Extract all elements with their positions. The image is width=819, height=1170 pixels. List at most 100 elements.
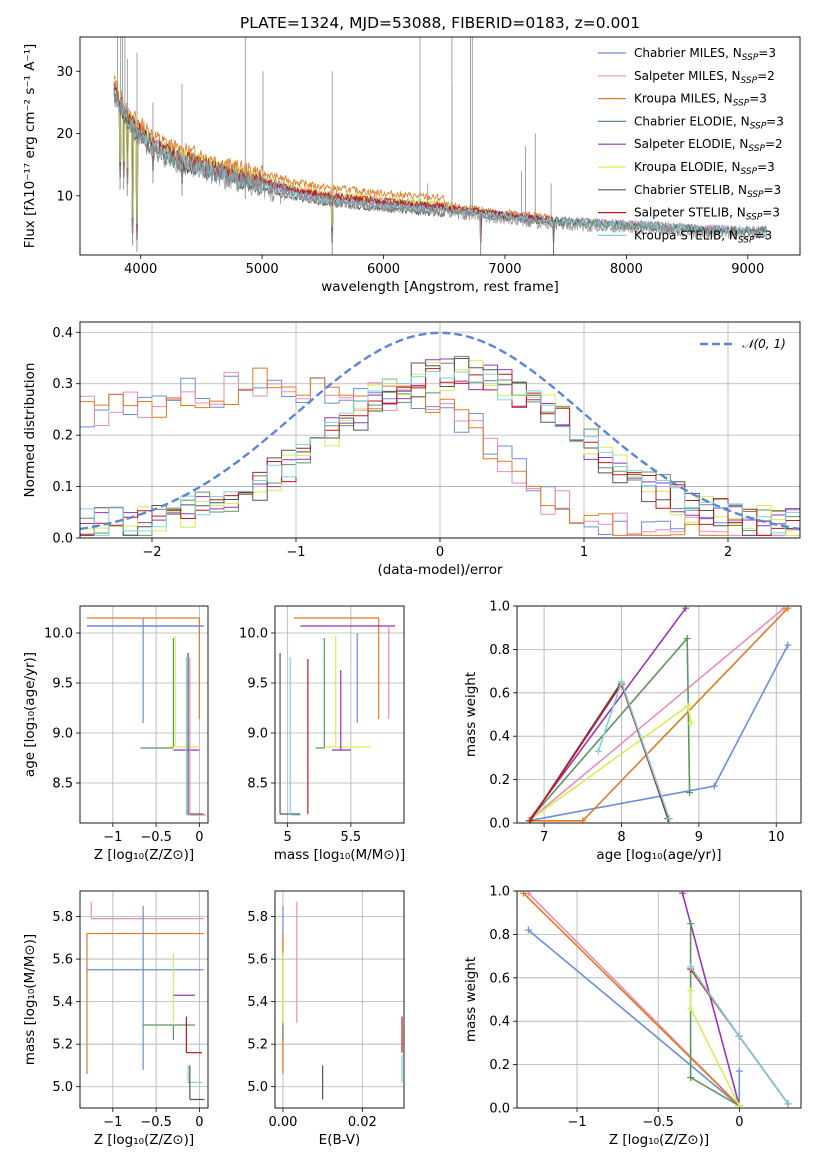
xtick-label: −0.5 bbox=[642, 1115, 674, 1130]
panels: 4000 5000 6000 7000 8000 9000102030wavelength… bbox=[22, 36, 802, 1148]
mass-weight-line bbox=[681, 892, 741, 1107]
xtick-label: 9000 bbox=[731, 262, 764, 277]
ytick-label: 1.0 bbox=[489, 885, 510, 900]
mass-weight-marker bbox=[735, 1067, 743, 1075]
mass-weight-marker bbox=[710, 782, 718, 790]
x-axis-label: Z [log₁₀(Z/Z⊙)] bbox=[94, 1132, 194, 1148]
mass-weight-marker bbox=[687, 920, 695, 928]
ytick-label: 0.8 bbox=[489, 643, 510, 658]
ytick-label: 5.2 bbox=[247, 1038, 268, 1053]
panel-mass_vs_Z: −1 −0.5 0 5.0 5.2 5.4 5.6 5.8 Z [log₁₀(Z/Z⊙)] mas… bbox=[22, 890, 209, 1148]
x-axis-label: Z [log₁₀(Z/Z⊙)] bbox=[94, 847, 194, 863]
model-spectrum-line bbox=[113, 83, 482, 255]
axes-frame bbox=[516, 605, 802, 824]
ytick-label: 0.6 bbox=[489, 686, 510, 701]
ytick-label: 5.0 bbox=[52, 1080, 73, 1095]
ytick-label: 0.4 bbox=[52, 326, 73, 341]
ytick-label: 0.1 bbox=[52, 480, 73, 495]
mass-weight-marker bbox=[784, 606, 792, 612]
axes-frame bbox=[274, 890, 405, 1109]
y-axis-label: mass [log₁₀(M/M⊙)] bbox=[22, 934, 38, 1065]
ytick-label: 9.0 bbox=[52, 727, 73, 742]
mass-weight-marker bbox=[684, 702, 692, 710]
axes-frame bbox=[79, 890, 209, 1109]
ytick-label: 9.0 bbox=[247, 727, 268, 742]
xtick-label: −1 bbox=[103, 1115, 122, 1130]
ytick-label: 10.0 bbox=[44, 627, 73, 642]
mass-weight-marker bbox=[519, 891, 527, 897]
mass-weight-marker bbox=[682, 606, 690, 612]
ytick-label: 0.2 bbox=[52, 429, 73, 444]
xtick-label: 0 bbox=[195, 1115, 203, 1130]
panel-residual_histogram: −2 −1 0 1 2 0.0 0.1 0.2 0.3 0.4 (data-model)/error… bbox=[22, 321, 801, 578]
axes-frame bbox=[79, 605, 209, 824]
mass-weight-marker bbox=[679, 891, 687, 897]
xtick-label: 9 bbox=[695, 830, 703, 845]
plot-area bbox=[525, 606, 792, 823]
ytick-label: 5.4 bbox=[247, 995, 268, 1010]
axes-frame bbox=[274, 605, 405, 824]
xtick-label: −1 bbox=[567, 1115, 586, 1130]
xtick-label: −2 bbox=[142, 545, 161, 560]
y-axis-label: Flux [fλ10⁻¹⁷ erg cm⁻² s⁻¹ A⁻¹] bbox=[22, 44, 38, 249]
ytick-label: 0.0 bbox=[489, 817, 510, 832]
normal-legend: 𝒩(0, 1) bbox=[700, 337, 786, 351]
histogram-step bbox=[80, 371, 800, 536]
x-axis-label: mass [log₁₀(M/M⊙)] bbox=[274, 847, 405, 863]
mass-weight-marker bbox=[686, 789, 694, 797]
legend-entry: Kroupa ELODIE, NSSP=3 bbox=[634, 160, 775, 177]
ytick-label: 5.6 bbox=[247, 953, 268, 968]
mass-weight-marker bbox=[687, 987, 695, 995]
panel-mass_vs_EBV: 0.00 0.02 5.0 5.2 5.4 5.6 5.8 E(B-V) bbox=[247, 890, 405, 1148]
mass-weight-marker bbox=[687, 963, 695, 971]
x-axis-label: wavelength [Angstrom, rest frame] bbox=[321, 279, 559, 295]
mass-weight-line bbox=[689, 990, 741, 1107]
x-axis-label: Z [log₁₀(Z/Z⊙)] bbox=[609, 1132, 709, 1148]
legend-entry: Kroupa STELIB, NSSP=3 bbox=[634, 228, 772, 245]
ytick-label: 5.6 bbox=[52, 953, 73, 968]
ytick-label: 5.2 bbox=[52, 1038, 73, 1053]
panel-spectrum: 4000 5000 6000 7000 8000 9000 10 20 30 wavelength… bbox=[22, 36, 801, 295]
mass-weight-marker bbox=[579, 817, 587, 823]
ytick-label: 0.4 bbox=[489, 730, 510, 745]
legend-entry: 𝒩(0, 1) bbox=[742, 337, 786, 351]
xtick-label: 0 bbox=[735, 1115, 743, 1130]
plot-area bbox=[86, 901, 205, 1101]
y-axis-label: age [log₁₀(age/yr)] bbox=[22, 652, 38, 777]
xtick-label: 0 bbox=[195, 830, 203, 845]
y-axis-label: mass weight bbox=[463, 957, 479, 1042]
xtick-label: 1 bbox=[580, 545, 588, 560]
legend-entry: Salpeter MILES, NSSP=2 bbox=[634, 69, 775, 86]
mass-weight-marker bbox=[687, 1004, 695, 1012]
plot-area bbox=[282, 901, 403, 1100]
xtick-label: 6000 bbox=[367, 262, 400, 277]
xtick-label: 8 bbox=[617, 830, 625, 845]
ytick-label: 9.5 bbox=[247, 677, 268, 692]
plot-area bbox=[519, 891, 792, 1108]
axes-frame bbox=[516, 890, 802, 1109]
mass-weight-marker bbox=[687, 1074, 695, 1082]
legend: Chabrier MILES, NSSP=3 Salpeter MILES, NS… bbox=[598, 46, 784, 245]
legend-entry: Kroupa MILES, NSSP=3 bbox=[634, 92, 767, 109]
ytick-label: 0.3 bbox=[52, 377, 73, 392]
xtick-label: 5.5 bbox=[341, 830, 362, 845]
mass-weight-marker bbox=[594, 747, 602, 755]
axes-frame bbox=[79, 36, 801, 256]
x-axis-label: (data-model)/error bbox=[377, 562, 503, 578]
legend-entry: Chabrier ELODIE, NSSP=3 bbox=[634, 114, 784, 131]
model-spectrum-line bbox=[113, 83, 554, 255]
ytick-label: 8.5 bbox=[247, 777, 268, 792]
mass-weight-marker bbox=[617, 678, 625, 686]
xtick-label: 7000 bbox=[488, 262, 521, 277]
model-spectrum-line bbox=[113, 89, 768, 236]
panel-age_vs_mass: 5 5.5 8.5 9.0 9.5 10.0 mass [log₁₀(M/M⊙)] bbox=[239, 605, 405, 863]
xtick-label: 7 bbox=[540, 830, 548, 845]
ytick-label: 9.5 bbox=[52, 677, 73, 692]
mass-weight-marker bbox=[687, 719, 695, 727]
ytick-label: 5.4 bbox=[52, 995, 73, 1010]
ytick-label: 30 bbox=[56, 65, 73, 80]
ytick-label: 8.5 bbox=[52, 777, 73, 792]
xtick-label: 4000 bbox=[124, 262, 157, 277]
x-axis-label: age [log₁₀(age/yr)] bbox=[596, 847, 721, 863]
mass-weight-marker bbox=[526, 817, 534, 823]
